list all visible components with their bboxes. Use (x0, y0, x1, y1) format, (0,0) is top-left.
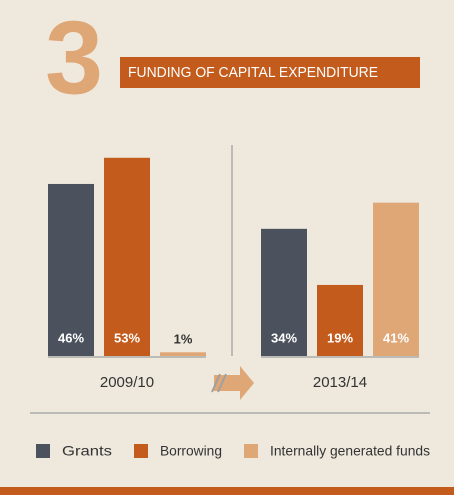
legend-swatch (134, 444, 148, 458)
arrow (211, 366, 254, 400)
chart-title: FUNDING OF CAPITAL EXPENDITURE (128, 64, 378, 81)
bottom-bar (0, 487, 454, 495)
arrow-shape (214, 366, 254, 400)
bar (104, 157, 150, 356)
bar (48, 183, 94, 356)
arrow-stripe (217, 373, 227, 393)
legend-label: Borrowing (160, 443, 222, 459)
title-bar (120, 57, 420, 88)
arrow-stripe (211, 373, 221, 393)
bar (317, 284, 363, 356)
legend-label: Grants (62, 443, 112, 459)
data-label: 1% (174, 332, 193, 347)
data-label: 34% (271, 330, 297, 345)
bar (160, 352, 206, 356)
data-label: 41% (383, 330, 409, 345)
legend-label: Internally generated funds (270, 443, 430, 459)
category-label: 2013/14 (313, 374, 367, 391)
legend-swatch (36, 444, 50, 458)
data-label: 53% (114, 330, 140, 345)
data-label: 19% (327, 330, 353, 345)
legend-swatch (244, 444, 258, 458)
data-label: 46% (58, 330, 84, 345)
bar (261, 228, 307, 356)
section-number: 3 (45, 0, 103, 116)
bar (373, 202, 419, 356)
category-label: 2009/10 (100, 374, 154, 391)
